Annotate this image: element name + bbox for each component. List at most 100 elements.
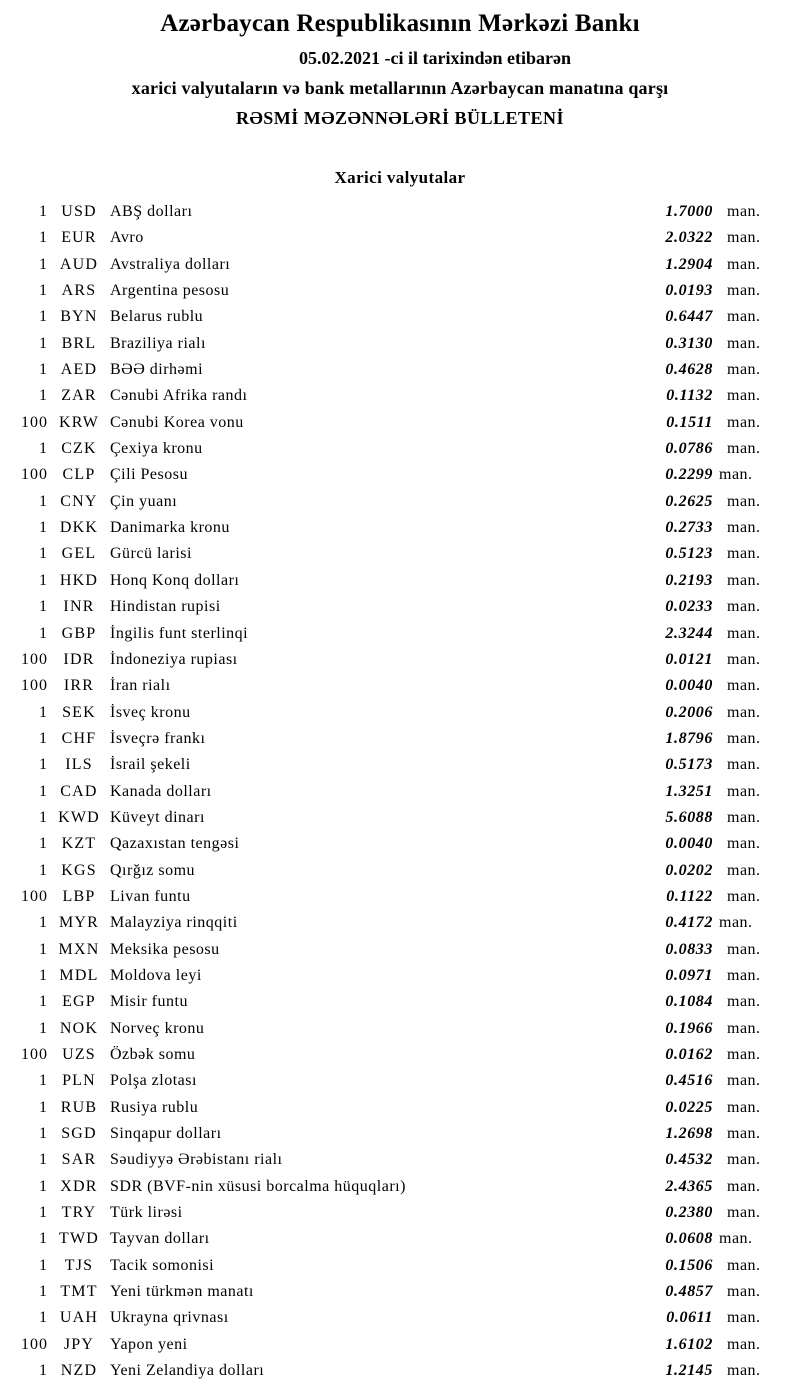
currency-name-cell: Küveyt dinarı (110, 808, 205, 826)
table-row: 1 CZK Çexiya kronu 0.0786 man. (0, 436, 800, 462)
quantity-cell: 1 (39, 1151, 48, 1169)
rate-value-cell: 1.2904 (665, 255, 713, 273)
table-row: 1 GEL Gürcü larisi 0.5123 man. (0, 541, 800, 567)
quantity-cell: 1 (39, 1177, 48, 1195)
quantity-cell: 1 (39, 308, 48, 326)
currency-name-cell: Yapon yeni (110, 1335, 188, 1353)
quantity-cell: 100 (21, 1046, 48, 1063)
unit-cell: man. (727, 966, 761, 984)
quantity-cell: 1 (39, 993, 48, 1011)
rate-value-cell: 0.0121 (665, 650, 713, 668)
page-title: Azərbaycan Respublikasının Mərkəzi Bankı (160, 10, 640, 37)
rate-value-cell: 0.0233 (665, 598, 713, 616)
table-row: 1 TRY Türk lirəsi 0.2380 man. (0, 1200, 800, 1226)
quantity-cell: 1 (39, 1204, 48, 1222)
unit-cell: man. (727, 1098, 761, 1116)
currency-code-cell: BYN (60, 308, 98, 326)
table-row: 1 SGD Sinqapur dolları 1.2698 man. (0, 1121, 800, 1147)
currency-code-cell: JPY (63, 1335, 95, 1353)
quantity-cell: 100 (21, 887, 48, 905)
rate-value-cell: 0.0833 (665, 940, 713, 958)
table-row: 1 SEK İsveç kronu 0.2006 man. (0, 700, 800, 726)
rate-value-cell: 0.0786 (665, 440, 713, 458)
currency-name-cell: Qazaxıstan tengəsi (110, 835, 240, 853)
currency-code-cell: CLP (62, 466, 96, 484)
unit-cell: man. (719, 466, 753, 484)
currency-name-cell: İsrail şekeli (110, 756, 191, 774)
table-row: 1 EUR Avro 2.0322 man. (0, 225, 800, 251)
currency-code-cell: CHF (61, 729, 97, 747)
table-row: 1 ILS İsrail şekeli 0.5173 man. (0, 752, 800, 778)
currency-name-cell: Avro (110, 229, 144, 247)
rate-value-cell: 0.1511 (666, 413, 713, 431)
quantity-cell: 1 (39, 387, 48, 405)
unit-cell: man. (727, 756, 761, 774)
rate-value-cell: 1.8796 (665, 729, 713, 747)
unit-cell: man. (727, 1151, 761, 1169)
currency-code-cell: TMT (60, 1283, 98, 1301)
unit-cell: man. (727, 1072, 761, 1090)
rate-value-cell: 0.2380 (665, 1204, 713, 1222)
table-row: 1 USD ABŞ dolları 1.7000 man. (0, 199, 800, 225)
currency-name-cell: İndoneziya rupiası (110, 650, 238, 668)
quantity-cell: 1 (39, 1256, 48, 1274)
currency-name-cell: İsveç kronu (110, 703, 191, 721)
currency-code-cell: KZT (61, 835, 97, 853)
unit-cell: man. (727, 334, 761, 352)
rate-value-cell: 2.0322 (665, 229, 713, 247)
currency-code-cell: LBP (62, 887, 96, 905)
unit-cell: man. (727, 519, 761, 537)
currency-code-cell: SEK (62, 703, 96, 721)
quantity-cell: 1 (39, 1125, 48, 1143)
quantity-cell: 100 (21, 1335, 48, 1353)
rate-value-cell: 0.0225 (665, 1098, 713, 1116)
table-row: 1 PLN Polşa zlotası 0.4516 man. (0, 1068, 800, 1094)
currency-name-cell: Norveç kronu (110, 1019, 205, 1037)
table-row: 1 CAD Kanada dolları 1.3251 man. (0, 779, 800, 805)
unit-cell: man. (727, 308, 761, 326)
currency-name-cell: Gürcü larisi (110, 545, 192, 563)
table-row: 1 TWD Tayvan dolları 0.0608 man. (0, 1226, 800, 1252)
currency-name-cell: Hindistan rupisi (110, 598, 221, 616)
table-row: 1 NOK Norveç kronu 0.1966 man. (0, 1016, 800, 1042)
rate-value-cell: 1.6102 (665, 1335, 713, 1353)
currency-name-cell: Polşa zlotası (110, 1072, 197, 1090)
currency-code-cell: KGS (61, 861, 97, 879)
rate-value-cell: 0.4628 (665, 361, 713, 379)
quantity-cell: 1 (39, 966, 48, 984)
rate-value-cell: 1.3251 (665, 782, 713, 800)
currency-name-cell: Tayvan dolları (110, 1230, 210, 1248)
rate-value-cell: 0.0608 (665, 1230, 713, 1248)
rate-value-cell: 2.4365 (665, 1177, 713, 1195)
unit-cell: man. (727, 571, 761, 589)
unit-cell: man. (727, 993, 761, 1011)
currency-code-cell: SAR (61, 1151, 97, 1169)
rate-value-cell: 0.2006 (665, 703, 713, 721)
rate-value-cell: 0.3130 (665, 334, 713, 352)
table-row: 1 XDR SDR (BVF-nin xüsusi borcalma hüquqla… (0, 1174, 800, 1200)
table-row: 1 INR Hindistan rupisi 0.0233 man. (0, 594, 800, 620)
rate-value-cell: 0.1084 (665, 993, 713, 1011)
scope-line: xarici valyutaların və bank metallarının… (131, 78, 669, 98)
table-row: 1 AED BƏƏ dirhəmi 0.4628 man. (0, 357, 800, 383)
currency-code-cell: PLN (62, 1072, 96, 1090)
unit-cell: man. (727, 861, 761, 879)
unit-cell: man. (727, 650, 761, 668)
currency-name-cell: İsveçrə frankı (110, 729, 206, 747)
quantity-cell: 1 (39, 229, 48, 247)
currency-name-cell: BƏƏ dirhəmi (110, 361, 204, 379)
table-row: 1 NZD Yeni Zelandiya dolları 1.2145 man. (0, 1358, 800, 1384)
unit-cell: man. (727, 492, 761, 510)
currency-name-cell: Qırğız somu (110, 861, 196, 879)
quantity-cell: 1 (39, 729, 48, 747)
quantity-cell: 1 (39, 808, 48, 826)
unit-cell: man. (727, 598, 761, 616)
rate-value-cell: 0.0040 (665, 835, 713, 853)
currency-code-cell: RUB (60, 1098, 98, 1116)
currency-code-cell: IRR (63, 677, 95, 695)
unit-cell: man. (727, 387, 761, 405)
unit-cell: man. (727, 940, 761, 958)
currency-code-cell: ARS (61, 282, 97, 300)
rate-value-cell: 0.0611 (666, 1309, 713, 1327)
unit-cell: man. (727, 624, 761, 642)
